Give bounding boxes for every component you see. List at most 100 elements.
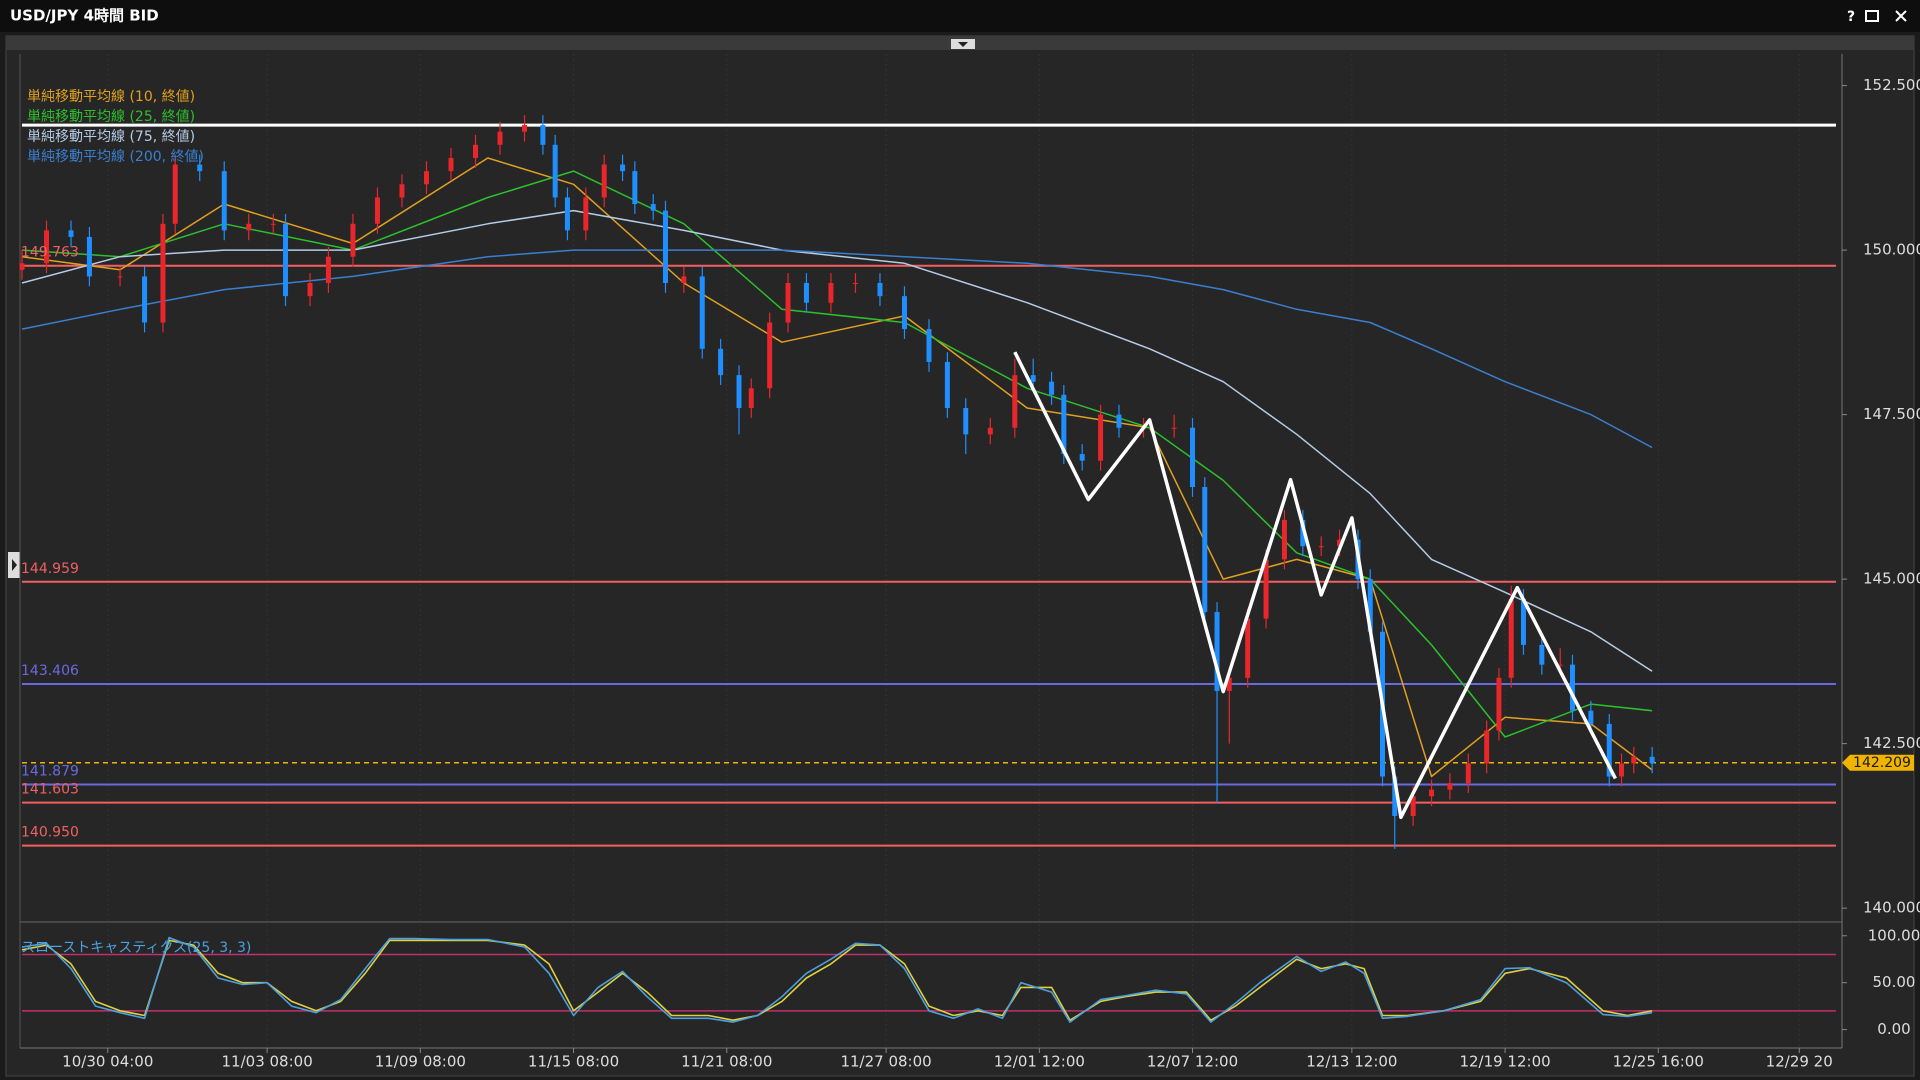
y-tick-label: 140.000: [1863, 899, 1920, 917]
oscillator-y-tick-label: 100.00: [1868, 926, 1920, 944]
candle-body: [1202, 486, 1208, 613]
candle-body: [246, 223, 252, 231]
candle-body: [350, 223, 356, 257]
candle-body: [877, 282, 883, 297]
candle-body: [86, 236, 92, 277]
candle-body: [1447, 783, 1453, 790]
candle-body: [1569, 664, 1575, 711]
level-label: 149.763: [21, 245, 79, 261]
candle-body: [1496, 677, 1502, 731]
candle-body: [699, 276, 705, 349]
candle-body: [620, 164, 626, 172]
candle-body: [172, 164, 178, 224]
y-tick-label: 150.000: [1863, 241, 1920, 259]
candle-body: [1649, 756, 1655, 764]
candle-body: [117, 276, 123, 278]
x-tick-label: 11/09 08:00: [375, 1053, 466, 1071]
candle-body: [552, 144, 558, 198]
x-tick-label: 12/13 12:00: [1306, 1053, 1397, 1071]
candle-body: [142, 276, 148, 323]
oscillator-title: スローストキャスティクス(25, 3, 3): [21, 940, 251, 956]
y-tick-label: 152.500: [1863, 76, 1920, 94]
candle-body: [632, 171, 638, 205]
candle-body: [307, 282, 313, 297]
candle-body: [785, 282, 791, 323]
candle-body: [1619, 763, 1625, 777]
level-label: 141.879: [21, 763, 79, 779]
candle-body: [1281, 519, 1287, 560]
candle-body: [1465, 763, 1471, 784]
candle-body: [828, 282, 834, 303]
candle-body: [1116, 414, 1122, 428]
candle-body: [1214, 612, 1220, 691]
x-tick-label: 11/21 08:00: [681, 1053, 772, 1071]
oscillator-line: [21, 936, 1653, 1023]
x-tick-label: 12/29 20: [1766, 1053, 1833, 1071]
candle-body: [473, 144, 478, 158]
candle-body: [1429, 789, 1435, 797]
level-label: 143.406: [21, 663, 79, 679]
moving-average-line: [21, 170, 1653, 738]
candle-body: [325, 256, 331, 283]
candle-body: [718, 348, 724, 376]
candle-body: [583, 197, 589, 231]
maximize-button[interactable]: [1865, 10, 1879, 22]
oscillator-line: [21, 939, 1653, 1021]
legend-entry: 単純移動平均線 (200, 終値): [27, 149, 204, 165]
candle-body: [963, 408, 969, 435]
candle-body: [1588, 710, 1594, 724]
zigzag-line: [1013, 351, 1617, 820]
x-tick-label: 12/07 12:00: [1147, 1053, 1238, 1071]
side-panel-arrow: [12, 559, 17, 571]
candle-body: [221, 171, 227, 231]
candle-body: [1012, 375, 1018, 428]
candle-body: [1392, 776, 1398, 817]
candle-body: [423, 171, 429, 185]
oscillator-y-tick-label: 0.00: [1877, 1020, 1910, 1038]
candle-body: [540, 125, 546, 145]
candle-body: [68, 230, 74, 237]
x-tick-label: 11/03 08:00: [222, 1053, 313, 1071]
x-tick-label: 12/25 16:00: [1613, 1053, 1704, 1071]
candle-body: [374, 197, 380, 224]
candle-body: [901, 296, 907, 330]
candle-body: [19, 263, 25, 270]
candle-body: [736, 375, 742, 409]
candle-body: [1061, 394, 1067, 455]
y-tick-label: 145.000: [1863, 570, 1920, 588]
candle-body: [601, 164, 607, 198]
candle-body: [160, 223, 166, 323]
candle-body: [1190, 427, 1196, 487]
x-tick-label: 11/27 08:00: [840, 1053, 931, 1071]
candle-body: [944, 361, 950, 409]
candle-body: [1049, 381, 1055, 395]
close-button[interactable]: [1895, 10, 1907, 22]
last-price-tag: [1842, 754, 1914, 771]
candle-body: [270, 223, 276, 225]
x-tick-label: 12/01 12:00: [994, 1053, 1085, 1071]
candle-body: [1606, 723, 1612, 777]
candle-body: [1539, 644, 1545, 665]
candle-body: [1508, 598, 1514, 678]
candle-body: [1318, 546, 1324, 548]
title-bar: [0, 0, 1920, 32]
help-button[interactable]: ?: [1847, 9, 1855, 25]
moving-average-line: [21, 157, 1653, 778]
candle-body: [1098, 414, 1104, 461]
y-tick-label: 147.500: [1863, 405, 1920, 423]
legend-entry: 単純移動平均線 (10, 終値): [27, 89, 195, 105]
candle-body: [987, 427, 993, 435]
level-label: 141.603: [21, 782, 79, 798]
candle-body: [399, 184, 405, 198]
y-tick-label: 142.500: [1863, 734, 1920, 752]
candle-body: [448, 157, 454, 172]
candle-body: [1367, 579, 1373, 632]
candle-body: [1226, 677, 1232, 691]
candle-body: [662, 210, 668, 283]
candle-body: [1263, 559, 1269, 619]
candle-body: [1171, 427, 1177, 429]
candle-body: [44, 230, 50, 264]
oscillator-y-tick-label: 50.00: [1873, 973, 1916, 991]
candle-body: [1557, 664, 1563, 666]
level-label: 140.950: [21, 825, 79, 841]
